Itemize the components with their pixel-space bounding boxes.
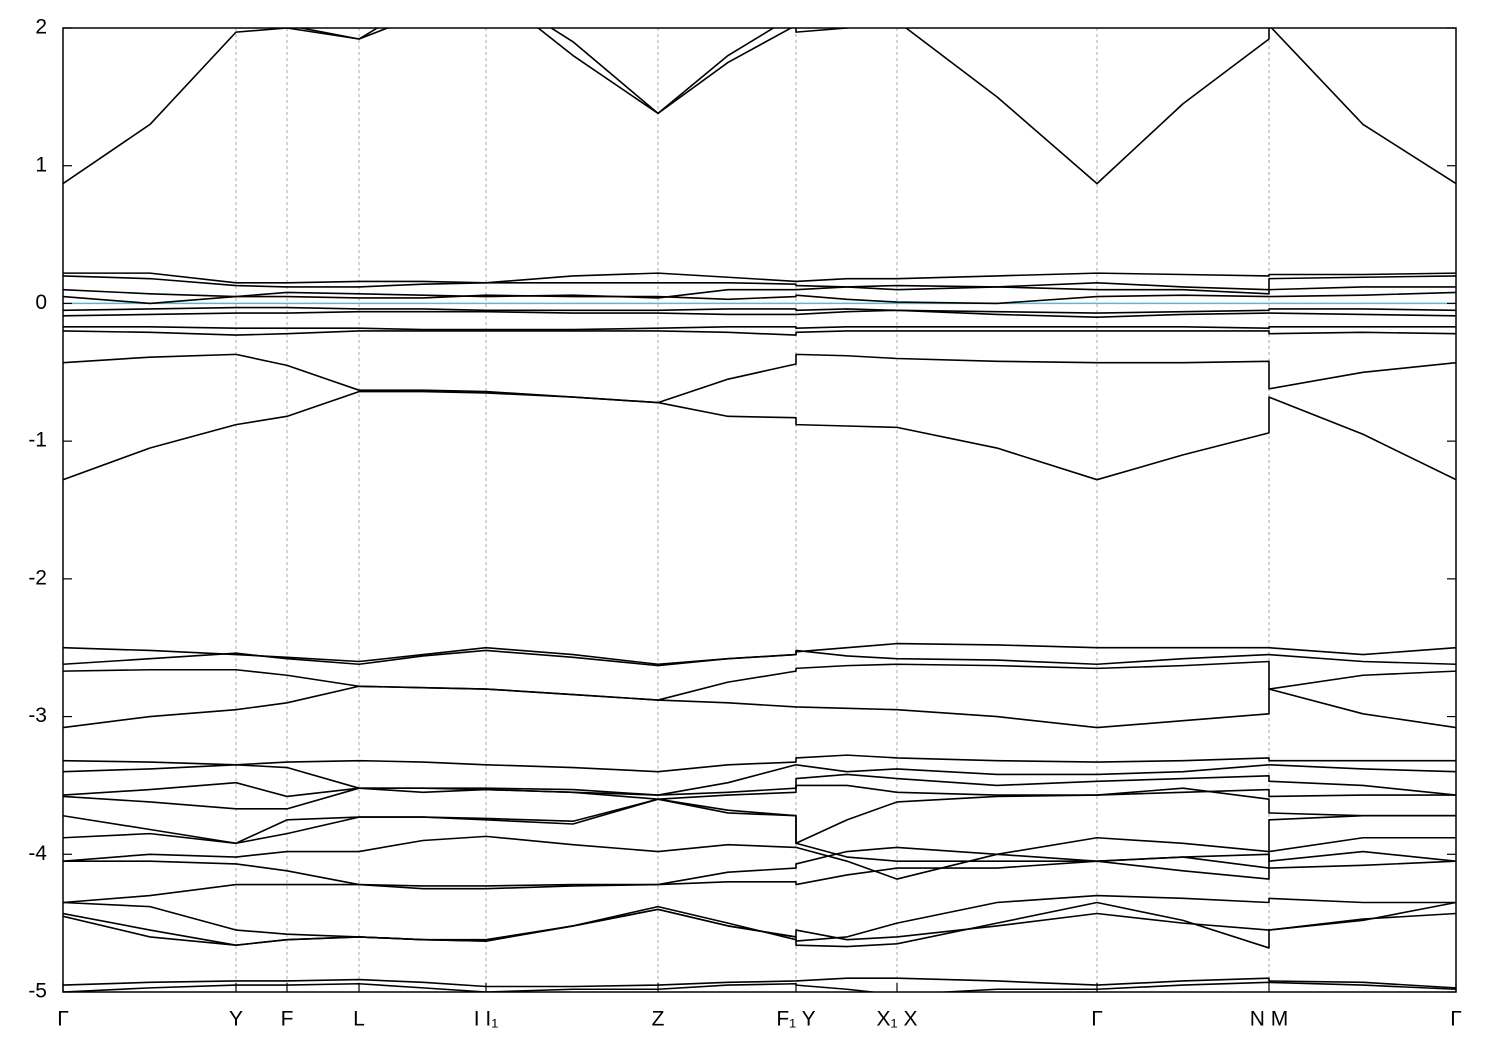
x-tick-label: Z xyxy=(652,1008,665,1031)
x-tick-label: F₁ Y xyxy=(776,1008,815,1031)
band-line xyxy=(63,306,1456,314)
x-tick-label: Y xyxy=(229,1008,243,1031)
y-tick-label: -3 xyxy=(28,704,47,727)
band-line xyxy=(63,275,1456,291)
band-line xyxy=(63,660,1456,701)
y-tick-label: 1 xyxy=(35,153,47,176)
x-tick-label: I I₁ xyxy=(474,1008,499,1031)
band-line xyxy=(63,309,1456,318)
y-tick-label: -1 xyxy=(28,429,47,452)
band-line xyxy=(63,28,1456,185)
x-tick-label: Γ xyxy=(1091,1008,1103,1031)
x-tick-label: X₁ X xyxy=(877,1008,918,1031)
x-tick-label: Γ xyxy=(57,1008,69,1031)
y-tick-label: -2 xyxy=(28,566,47,589)
x-tick-label: N M xyxy=(1250,1008,1289,1031)
band-line xyxy=(63,981,1456,992)
y-tick-label: 2 xyxy=(35,16,47,39)
band-line xyxy=(297,28,775,115)
axes-layer: -5 -4 -3 -2 -1 0 1 2 Γ Y F L I I₁ Z F₁ Y X₁ X Γ N M Γ xyxy=(28,16,1461,1031)
band-line xyxy=(63,763,1456,796)
band-line xyxy=(63,284,1456,299)
band-line xyxy=(63,642,1456,666)
grid-layer xyxy=(62,28,1457,992)
band-line xyxy=(63,977,1456,989)
plot-frame xyxy=(62,27,1457,993)
x-tick-label: Γ xyxy=(1450,1008,1462,1031)
band-line xyxy=(63,787,1456,845)
plot-area xyxy=(63,28,1456,992)
band-line xyxy=(63,291,1456,305)
band-line xyxy=(63,272,1456,284)
band-line xyxy=(63,754,1456,773)
band-line xyxy=(63,685,1456,729)
y-tick-label: 0 xyxy=(35,291,47,314)
band-line xyxy=(63,894,1456,942)
band-line xyxy=(63,835,1456,880)
band-line xyxy=(63,390,1456,481)
band-line xyxy=(63,330,1456,336)
y-tick-label: -5 xyxy=(28,980,47,1003)
y-tick-label: -4 xyxy=(28,842,47,865)
band-line xyxy=(63,908,1456,946)
x-tick-label: L xyxy=(353,1008,365,1031)
band-line xyxy=(63,326,1456,331)
band-line xyxy=(63,649,1456,667)
band-line xyxy=(63,846,1456,887)
band-line xyxy=(63,860,1456,904)
x-tick-label: F xyxy=(281,1008,294,1031)
band-line xyxy=(63,353,1456,404)
band-line xyxy=(63,787,1456,869)
band-line xyxy=(63,784,1456,845)
